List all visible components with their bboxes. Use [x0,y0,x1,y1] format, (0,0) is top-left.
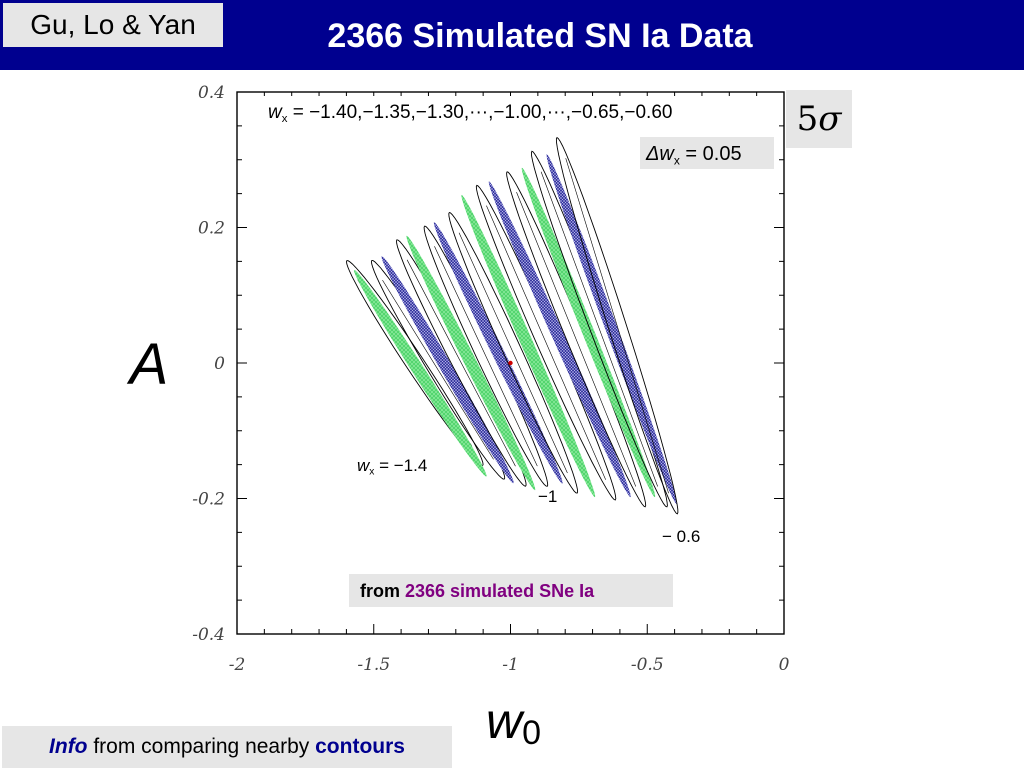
info-footer: Info from comparing nearby contours [2,726,452,768]
curve-label-2-text: − 0.6 [662,527,700,546]
contour-band-13 [521,167,656,498]
contour-band-9 [461,194,596,498]
contour-band-5 [406,235,536,491]
contour-band-11 [488,181,631,498]
x-tick-label: 0 [779,655,790,675]
contour-inner-12 [516,191,637,487]
contour-inner-2 [382,279,494,460]
info-middle-text: from comparing nearby [87,735,316,758]
wx-range-annotation-subscript: x [282,113,288,125]
sigma-number: 5 [796,99,819,139]
source-note-bg [349,574,673,607]
contour-inner-6 [434,246,538,467]
curve-label-0-subscript: x [369,467,374,478]
contour-band-15 [546,154,677,505]
delta-annotation-subscript: x [674,153,680,167]
wx-range-annotation-text: = −1.40,−1.35,−1.30,···,−1.00,···,−0.65,… [287,102,672,123]
wx-range-annotation: wx = −1.40,−1.35,−1.30,···,−1.00,···,−0.… [268,102,672,125]
annotations: wx = −1.40,−1.35,−1.30,···,−1.00,···,−0.… [262,96,774,607]
contour-inner-16 [565,158,669,494]
delta-annotation-text: = 0.05 [680,143,742,165]
contour-outline-0 [346,260,484,466]
y-tick-label: -0.4 [192,625,225,645]
fiducial-point [508,360,513,366]
wx-range-annotation-prefix: w [268,102,283,123]
contour-outline-6 [423,225,549,487]
curve-label-0-prefix: w [357,456,371,475]
y-tick-label: -0.2 [192,490,225,510]
contour-band-1 [353,269,487,477]
x-tick-label: -2 [229,655,246,675]
curve-label-0: wx = −1.4 [357,456,427,478]
contour-inner-14 [540,171,658,487]
contour-inner-10 [486,205,606,480]
x-axis-subscript: 0 [522,714,542,752]
curve-label-2: − 0.6 [662,527,700,546]
y-tick-label: 0.4 [198,83,225,103]
authors-label: Gu, Lo & Yan [3,3,223,47]
curve-label-1: −1 [538,487,557,506]
contour-outline-16 [555,136,679,515]
delta-annotation-prefix: Δw [645,143,675,165]
contours-word: contours [315,735,405,758]
slide-title: 2366 Simulated SN Ia Data [327,17,753,55]
x-tick-label: -0.5 [631,655,664,675]
contour-outline-8 [448,211,579,494]
contour-outline-12 [506,171,647,508]
contour-inner-8 [458,232,568,474]
curve-label-1-text: −1 [538,487,557,506]
x-tick-label: -1 [502,655,519,675]
contour-bands [346,136,679,515]
x-axis-label: w0 [486,686,558,766]
x-axis-symbol: w [486,693,523,749]
y-tick-label: 0 [214,354,225,374]
wx-range-bg [262,96,772,128]
sigma-level-label: 5σ [786,90,852,148]
contour-chart: -2 -1.5 -1 -0.5 00.40.20-0.2-0.4 wx = −1.40,… [192,83,789,675]
delta-annotation: Δwx = 0.05 [645,143,742,167]
source-note-highlight: 2366 simulated SNe Ia [405,581,595,601]
curve-label-0-text: = −1.4 [374,456,427,475]
contour-inner-4 [406,259,516,467]
y-tick-label: 0.2 [198,219,225,239]
contour-band-3 [381,256,514,484]
contour-outline-10 [475,184,617,501]
y-axis-label: A [120,325,178,435]
x-tick-label: -1.5 [357,655,390,675]
contour-band-7 [433,222,563,484]
delta-box-bg [640,137,774,169]
source-note: from 2366 simulated SNe Ia [360,581,595,601]
info-word: Info [49,735,88,758]
axis-ticks: -2 -1.5 -1 -0.5 0 0.4 0.2 0 -0.2 -0.4 [192,83,789,675]
sigma-symbol: σ [818,99,842,139]
source-note-from: from [360,581,405,601]
